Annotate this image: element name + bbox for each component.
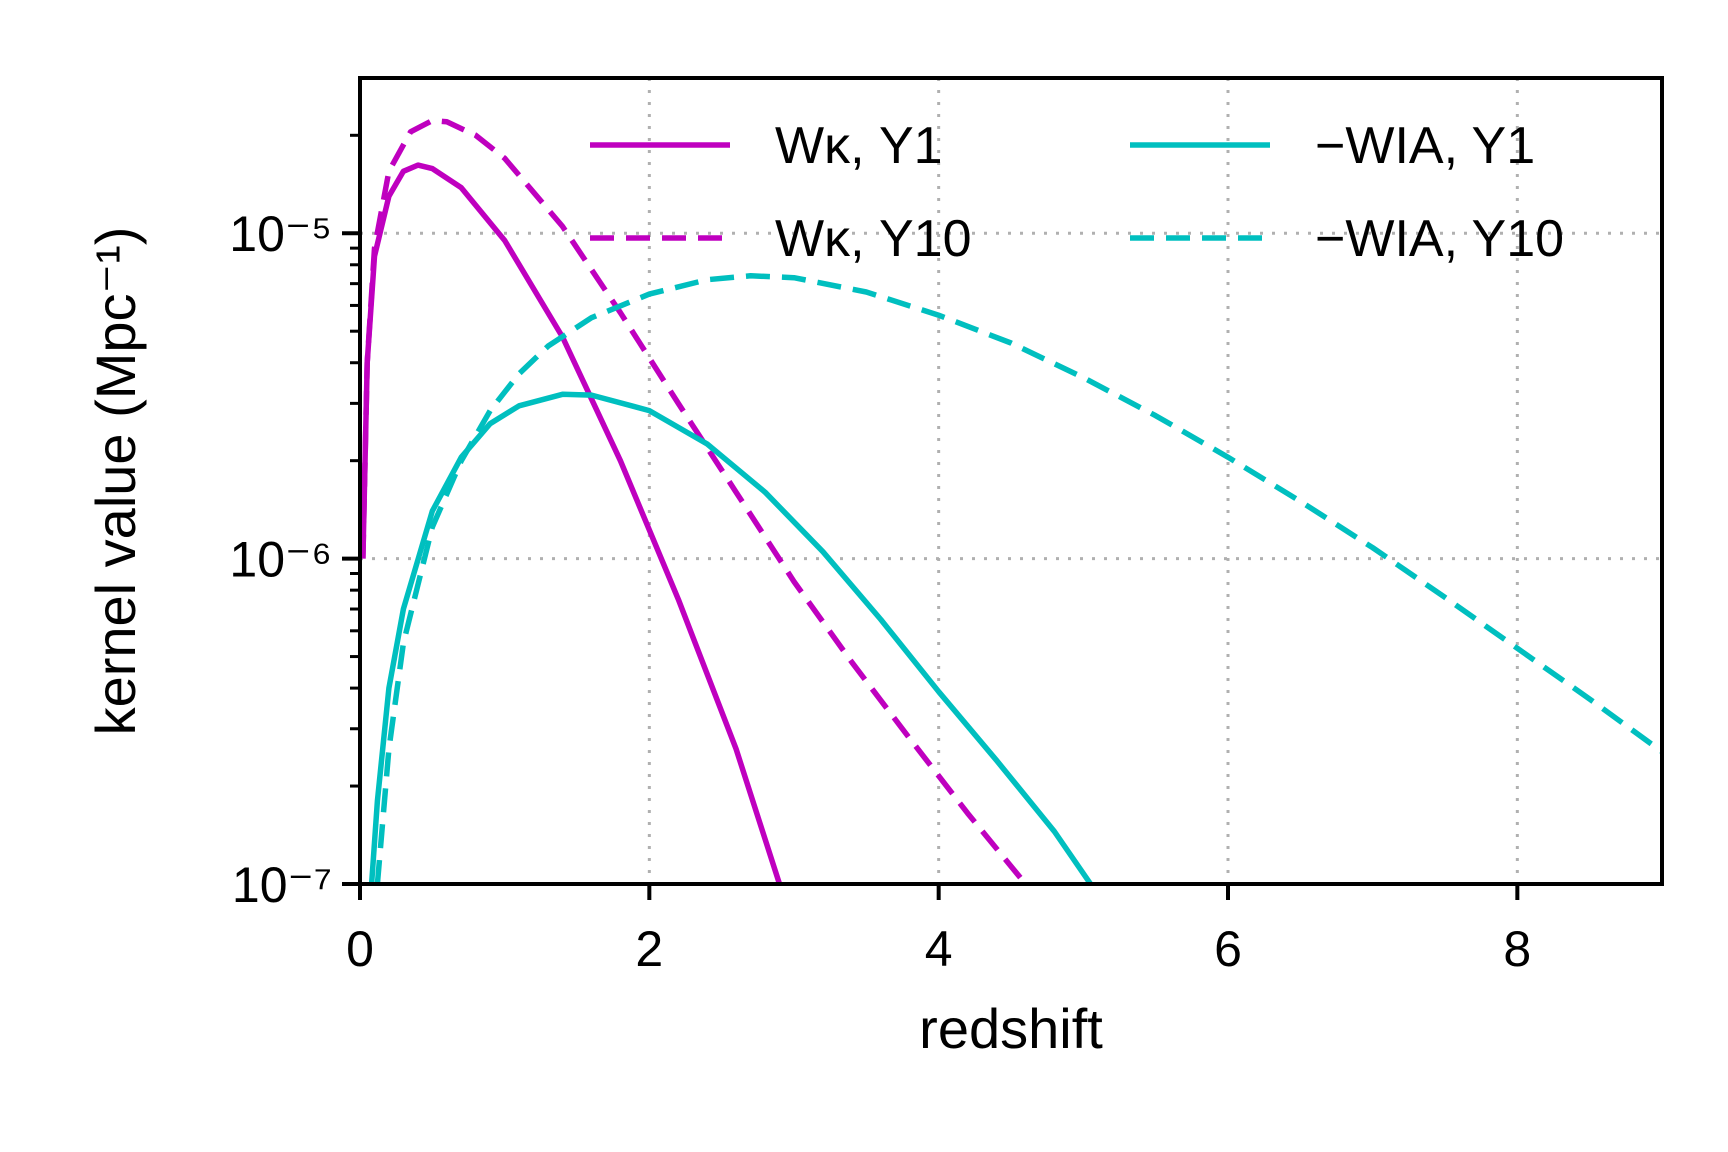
y-tick-label: 10⁻⁷: [232, 857, 332, 913]
plot-frame: [358, 76, 1664, 886]
series-line-4: [374, 273, 1662, 884]
y-axis-title: kernel value (Mpc⁻¹): [84, 227, 147, 736]
grid: [360, 78, 1662, 884]
series-group: [360, 117, 1662, 884]
y-tick-label: 10⁻⁵: [229, 206, 332, 262]
x-tick-label: 2: [635, 921, 663, 977]
y-tick-label: 10⁻⁶: [229, 532, 332, 588]
x-axis-title: redshift: [919, 997, 1103, 1060]
legend: Wκ, Y1 Wκ, Y10 −WIA, Y1 −WIA, Y10: [590, 117, 1564, 268]
series-line-3: [368, 391, 1093, 884]
series-line-1: [360, 162, 783, 884]
legend-label-3: −WIA, Y1: [1315, 117, 1535, 175]
ticks: [342, 133, 1520, 900]
legend-label-2: Wκ, Y10: [775, 210, 972, 268]
x-tick-label: 8: [1503, 921, 1531, 977]
x-tick-label: 4: [925, 921, 953, 977]
x-tick-label: 6: [1214, 921, 1242, 977]
series-line-2: [360, 117, 1028, 884]
legend-label-1: Wκ, Y1: [775, 117, 943, 175]
legend-label-4: −WIA, Y10: [1315, 210, 1564, 268]
x-tick-label: 0: [346, 921, 374, 977]
tick-labels: 0 2 4 6 8 10⁻⁷ 10⁻⁶ 10⁻⁵: [229, 206, 1531, 977]
